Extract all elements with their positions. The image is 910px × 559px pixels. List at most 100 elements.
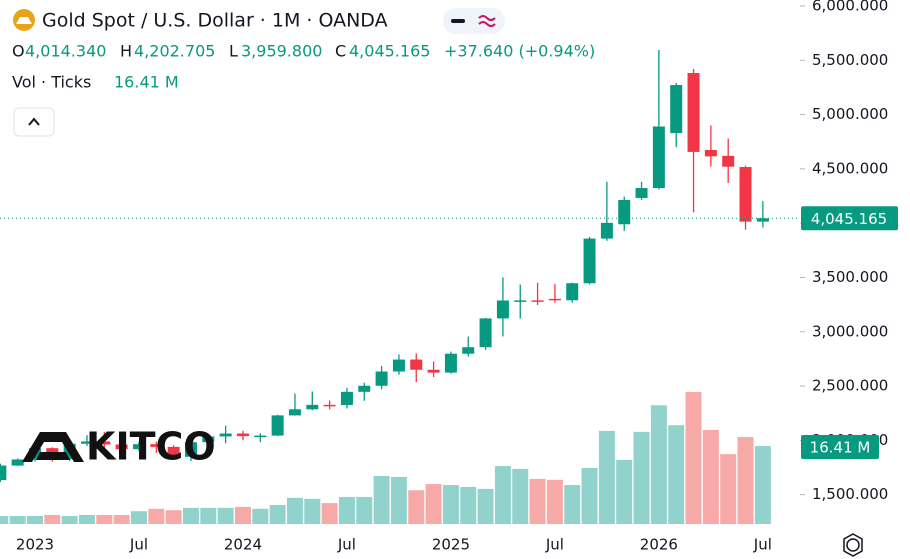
volume-bar: [61, 515, 78, 524]
candle-body: [219, 433, 232, 437]
candle-body: [479, 318, 492, 348]
x-tick-label: 2026: [640, 536, 678, 554]
x-tick-label: Jul: [129, 536, 148, 554]
volume-bar: [321, 503, 338, 524]
candle-body: [687, 72, 700, 152]
volume-bar: [0, 515, 9, 524]
candle-body: [271, 415, 284, 436]
y-tick-label: 6,000.000: [812, 0, 888, 14]
x-tick-label: Jul: [545, 536, 564, 554]
plot-area: 2023 Jul 2024 Jul 2025 Jul 2026 Jul: [0, 49, 800, 554]
volume-bar: [425, 484, 442, 524]
volume-bar: [460, 486, 477, 524]
volume-bar: [598, 430, 615, 524]
ohlc-label: O: [12, 42, 25, 61]
candle-body: [635, 187, 648, 198]
collapse-icon: [28, 117, 40, 126]
x-tick-label: Jul: [753, 536, 772, 554]
candle-body: [288, 409, 301, 416]
collapse-button[interactable]: [13, 107, 55, 137]
candle-body: [323, 404, 336, 407]
market-icon: [478, 15, 496, 27]
settings-button[interactable]: [843, 533, 863, 557]
volume-bar: [373, 476, 390, 524]
volume-bar: [96, 514, 113, 524]
candle-body: [462, 347, 475, 354]
volume-bar: [27, 515, 43, 524]
ohlc-label: H: [120, 42, 132, 61]
volume-bar: [633, 431, 650, 524]
symbol-icon: [16, 17, 32, 24]
volume-bar: [269, 505, 286, 524]
candle-body: [80, 441, 93, 444]
volume-bar: [408, 490, 425, 524]
volume-bar: [78, 514, 95, 524]
y-tick-label: 4,500.000: [812, 159, 888, 177]
watermark: KITCO: [22, 425, 216, 469]
candle-body: [531, 300, 544, 302]
last-volume-label: 16.41 M: [810, 439, 871, 457]
candle-body: [115, 444, 128, 450]
candle-body: [739, 167, 752, 222]
volume-bar: [512, 468, 529, 524]
candle-body: [652, 126, 665, 188]
candle-body: [167, 446, 180, 457]
volume-bar: [390, 476, 407, 524]
volume-bar: [494, 466, 511, 524]
volume-bar: [737, 437, 754, 524]
candle-body: [583, 238, 596, 284]
last-price-box: [801, 206, 898, 231]
candle-body: [254, 435, 267, 438]
volume-bar: [148, 508, 165, 524]
volume-bar: [217, 507, 234, 524]
volume-bar: [200, 507, 217, 524]
volume-bar: [616, 459, 633, 524]
volume-bar: [668, 425, 685, 524]
volume-bar: [165, 510, 182, 524]
candle-body: [392, 359, 405, 372]
candle-body: [756, 218, 769, 222]
candle-body: [375, 371, 388, 386]
volume-bar: [581, 467, 598, 524]
candle-body: [184, 442, 197, 457]
candle-body: [358, 385, 371, 392]
volume-bar: [286, 497, 303, 524]
candle-body: [132, 444, 145, 450]
volume-bar: [304, 498, 321, 524]
volume-bar: [720, 454, 737, 524]
volume-bar: [182, 507, 199, 524]
status-pill[interactable]: [443, 8, 505, 34]
candle-body: [444, 353, 457, 373]
y-tick-label: 5,500.000: [812, 51, 888, 69]
volume-bar: [130, 511, 147, 524]
last-volume-box: [801, 435, 879, 460]
x-tick-label: 2023: [16, 536, 54, 554]
candle-body: [722, 155, 735, 167]
candle-body: [306, 404, 319, 410]
candle-body: [410, 359, 423, 370]
volume-label: Vol · Ticks: [12, 73, 91, 92]
ohlc-label: C: [335, 42, 346, 61]
legend-header: Gold Spot / U.S. Dollar · 1M · OANDA O 4…: [12, 8, 595, 137]
ohlc-label: L: [229, 42, 238, 61]
volume-bar: [754, 446, 771, 524]
volume-bar: [252, 508, 269, 524]
y-tick-label: 3,500.000: [812, 268, 888, 286]
candle-body: [202, 436, 215, 443]
settings-icon: [843, 533, 863, 557]
y-tick-label: 1,500.000: [812, 485, 888, 503]
volume-bar: [442, 485, 459, 524]
volume-bar: [44, 514, 61, 524]
volume-bar: [685, 391, 702, 524]
ohlc-value: 4,014.340: [25, 42, 106, 61]
x-tick-label: 2025: [432, 536, 470, 554]
volume-bar: [650, 405, 667, 524]
candle-body: [496, 300, 509, 319]
candle-body: [150, 444, 163, 447]
candle-body: [236, 433, 249, 437]
candle-body: [98, 441, 111, 445]
change-value: +37.640 (+0.94%): [444, 42, 595, 61]
candle-body: [340, 391, 353, 405]
candle-body: [618, 199, 631, 225]
